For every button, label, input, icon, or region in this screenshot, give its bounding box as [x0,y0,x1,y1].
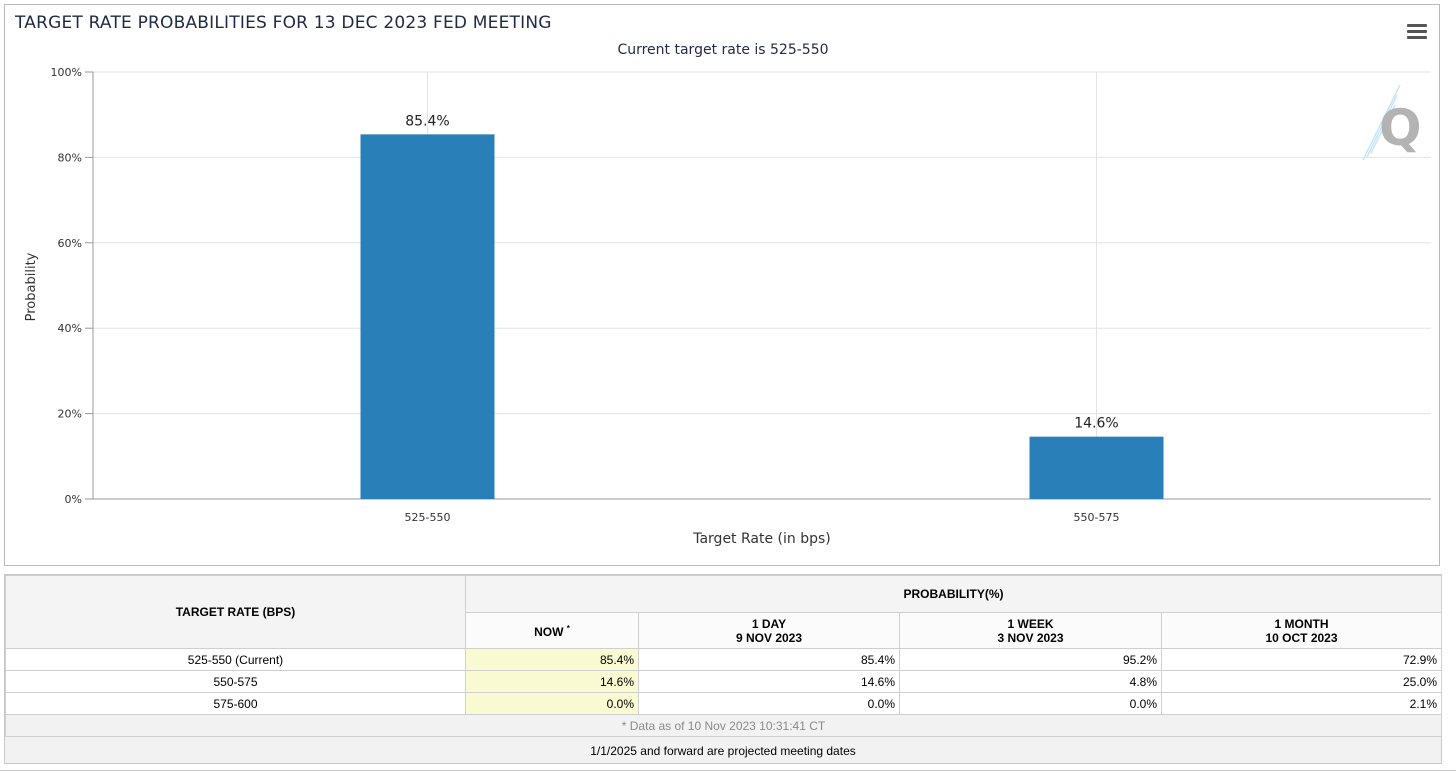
chart-title: TARGET RATE PROBABILITIES FOR 13 DEC 202… [15,13,552,33]
y-tick-label: 20% [58,408,82,421]
probability-table: TARGET RATE (BPS) PROBABILITY(%) NOW * 1… [5,575,1442,737]
x-axis-ticks: 525-550 550-575 [405,511,1120,524]
probability-table-container: TARGET RATE (BPS) PROBABILITY(%) NOW * 1… [4,574,1442,764]
data-timestamp-note: * Data as of 10 Nov 2023 10:31:41 CT [5,714,1442,737]
x-tick-label: 525-550 [405,511,451,524]
table-row: 575-600 0.0% 0.0% 0.0% 2.1% [5,692,1442,715]
table-row: 550-575 14.6% 14.6% 4.8% 25.0% [5,670,1442,693]
cell-1month: 2.1% [1161,692,1442,715]
cell-1month: 72.9% [1161,648,1442,671]
y-tick-label: 80% [58,151,82,164]
chart-subtitle: Current target rate is 525-550 [617,42,829,58]
cell-1day: 14.6% [638,670,900,693]
cell-1week: 95.2% [899,648,1162,671]
x-axis-label: Target Rate (in bps) [692,531,831,547]
cell-1week: 4.8% [899,670,1162,693]
y-tick-label: 0% [65,493,82,506]
gridlines [92,71,1431,500]
cell-1month: 25.0% [1161,670,1442,693]
bars: 85.4% 14.6% [360,113,1164,500]
projected-dates-note: 1/1/2025 and forward are projected meeti… [590,744,856,758]
column-header-row: NOW * 1 DAY 9 NOV 2023 1 WEEK 3 NOV 2023 1… [6,612,1442,649]
row-rate: 550-575 [5,670,466,693]
table-row: 525-550 (Current) 85.4% 85.4% 95.2% 72.9… [5,648,1442,671]
row-rate: 575-600 [5,692,466,715]
cell-1day: 0.0% [638,692,900,715]
probability-header: PROBABILITY(%) [465,575,1442,613]
cell-now: 14.6% [465,670,639,693]
cell-now: 85.4% [465,648,639,671]
col-now-header: NOW * [465,612,639,649]
y-tick-label: 40% [58,322,82,335]
bar-550-575[interactable] [1029,436,1164,499]
watermark-letter: Q [1379,99,1422,157]
cell-now: 0.0% [465,692,639,715]
y-tick-label: 100% [51,66,82,79]
col-1day-header: 1 DAY 9 NOV 2023 [638,612,900,649]
bar-data-label: 14.6% [1074,416,1118,432]
bar-chart-svg: 0% 20% 40% 60% 80% 100% 85.4% 14.6% 525-550 550… [24,66,1431,547]
target-rate-header: TARGET RATE (BPS) [5,575,466,649]
y-axis-ticks: 0% 20% 40% 60% 80% 100% [51,66,93,506]
col-1month-header: 1 MONTH 10 OCT 2023 [1161,612,1442,649]
chart-panel: TARGET RATE PROBABILITIES FOR 13 DEC 202… [4,4,1440,566]
col-1week-header: 1 WEEK 3 NOV 2023 [899,612,1162,649]
y-axis-label: Probability [24,252,39,321]
cell-1week: 0.0% [899,692,1162,715]
data-note-row: * Data as of 10 Nov 2023 10:31:41 CT [5,714,1442,737]
cell-1day: 85.4% [638,648,900,671]
bar-data-label: 85.4% [405,113,449,129]
y-tick-label: 60% [58,237,82,250]
bar-525-550[interactable] [360,134,495,500]
bottom-divider [0,770,1456,771]
x-tick-label: 550-575 [1074,511,1120,524]
row-rate: 525-550 (Current) [5,648,466,671]
hamburger-menu-icon[interactable] [1407,24,1427,40]
watermark-logo: Q [1362,84,1422,161]
